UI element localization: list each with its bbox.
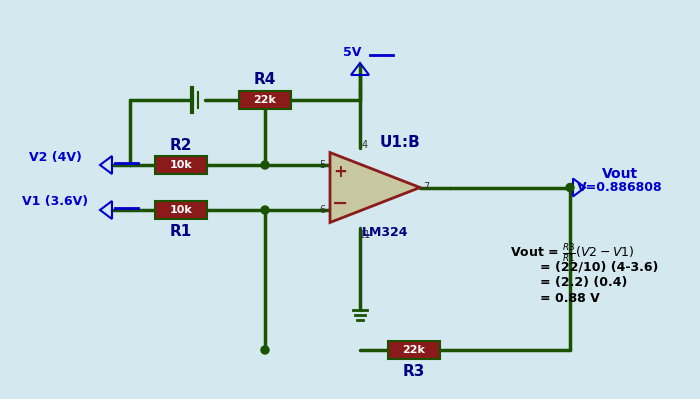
Text: V2 (4V): V2 (4V) (29, 150, 81, 164)
Text: R1: R1 (170, 225, 192, 239)
Text: $\mathbf{Vout}$ = $\frac{R3}{R1}$$(V2 - V1)$: $\mathbf{Vout}$ = $\frac{R3}{R1}$$(V2 - … (510, 242, 635, 264)
Circle shape (261, 161, 269, 169)
Text: 7: 7 (423, 182, 429, 192)
Bar (155, 156, 207, 174)
Text: 11: 11 (359, 229, 371, 239)
Text: 22k: 22k (402, 345, 426, 355)
Text: R4: R4 (254, 73, 276, 87)
Text: 22k: 22k (253, 95, 276, 105)
Text: R3: R3 (402, 365, 425, 379)
Text: LM324: LM324 (362, 226, 408, 239)
Text: = (22/10) (4-3.6): = (22/10) (4-3.6) (540, 260, 659, 273)
Text: 6: 6 (319, 205, 325, 215)
Text: Vout: Vout (602, 166, 638, 180)
Polygon shape (330, 152, 420, 223)
Circle shape (566, 184, 574, 192)
Text: R2: R2 (169, 138, 193, 152)
Bar (155, 201, 207, 219)
Text: = (2.2) (0.4): = (2.2) (0.4) (540, 276, 627, 289)
Circle shape (261, 346, 269, 354)
Text: +: + (333, 163, 347, 181)
Text: U1:B: U1:B (379, 135, 421, 150)
Text: 5V: 5V (343, 47, 361, 59)
Text: V1 (3.6V): V1 (3.6V) (22, 196, 88, 209)
Text: 10k: 10k (169, 205, 193, 215)
Circle shape (261, 206, 269, 214)
Text: 10k: 10k (169, 160, 193, 170)
Bar (239, 91, 291, 109)
Text: 5: 5 (319, 160, 325, 170)
Text: = 0.88 V: = 0.88 V (540, 292, 600, 305)
Bar (388, 341, 440, 359)
Text: 4: 4 (362, 140, 368, 150)
Text: V=0.886808: V=0.886808 (578, 181, 663, 194)
Text: −: − (332, 194, 348, 213)
